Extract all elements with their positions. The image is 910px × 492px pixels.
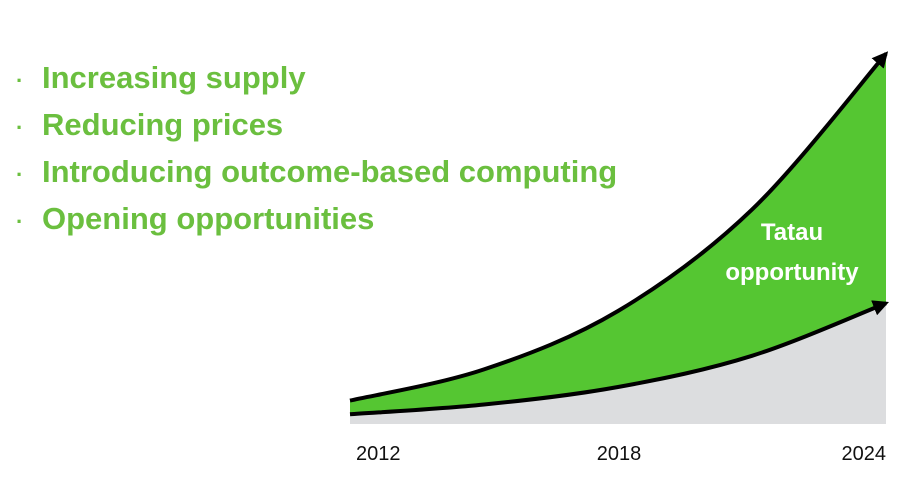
lower-curve bbox=[349, 300, 889, 417]
bullet-text: Introducing outcome-based computing bbox=[42, 154, 618, 189]
annotation-line-2: opportunity bbox=[725, 259, 859, 286]
bullet-item: · Introducing outcome-based computing bbox=[16, 148, 617, 195]
bullet-dot: · bbox=[16, 162, 24, 187]
x-tick-label: 2024 bbox=[842, 443, 887, 465]
lower-area bbox=[350, 303, 886, 424]
upper-curve bbox=[349, 51, 889, 403]
bullet-text: Increasing supply bbox=[42, 60, 306, 95]
bullet-text: Opening opportunities bbox=[42, 201, 375, 236]
bullet-item: · Reducing prices bbox=[16, 101, 617, 148]
x-tick-label: 2018 bbox=[597, 443, 642, 465]
bullet-dot: · bbox=[16, 115, 24, 140]
bullet-item: · Increasing supply bbox=[16, 54, 617, 101]
bullet-text: Reducing prices bbox=[42, 107, 284, 142]
opportunity-area bbox=[350, 53, 886, 415]
bullet-dot: · bbox=[16, 209, 24, 234]
annotation-line-1: Tatau bbox=[761, 219, 823, 246]
x-tick-label: 2012 bbox=[356, 443, 401, 465]
bullet-dot: · bbox=[16, 68, 24, 93]
bullet-item: · Opening opportunities bbox=[16, 195, 617, 242]
bullet-list: · Increasing supply · Reducing prices · … bbox=[16, 54, 617, 242]
